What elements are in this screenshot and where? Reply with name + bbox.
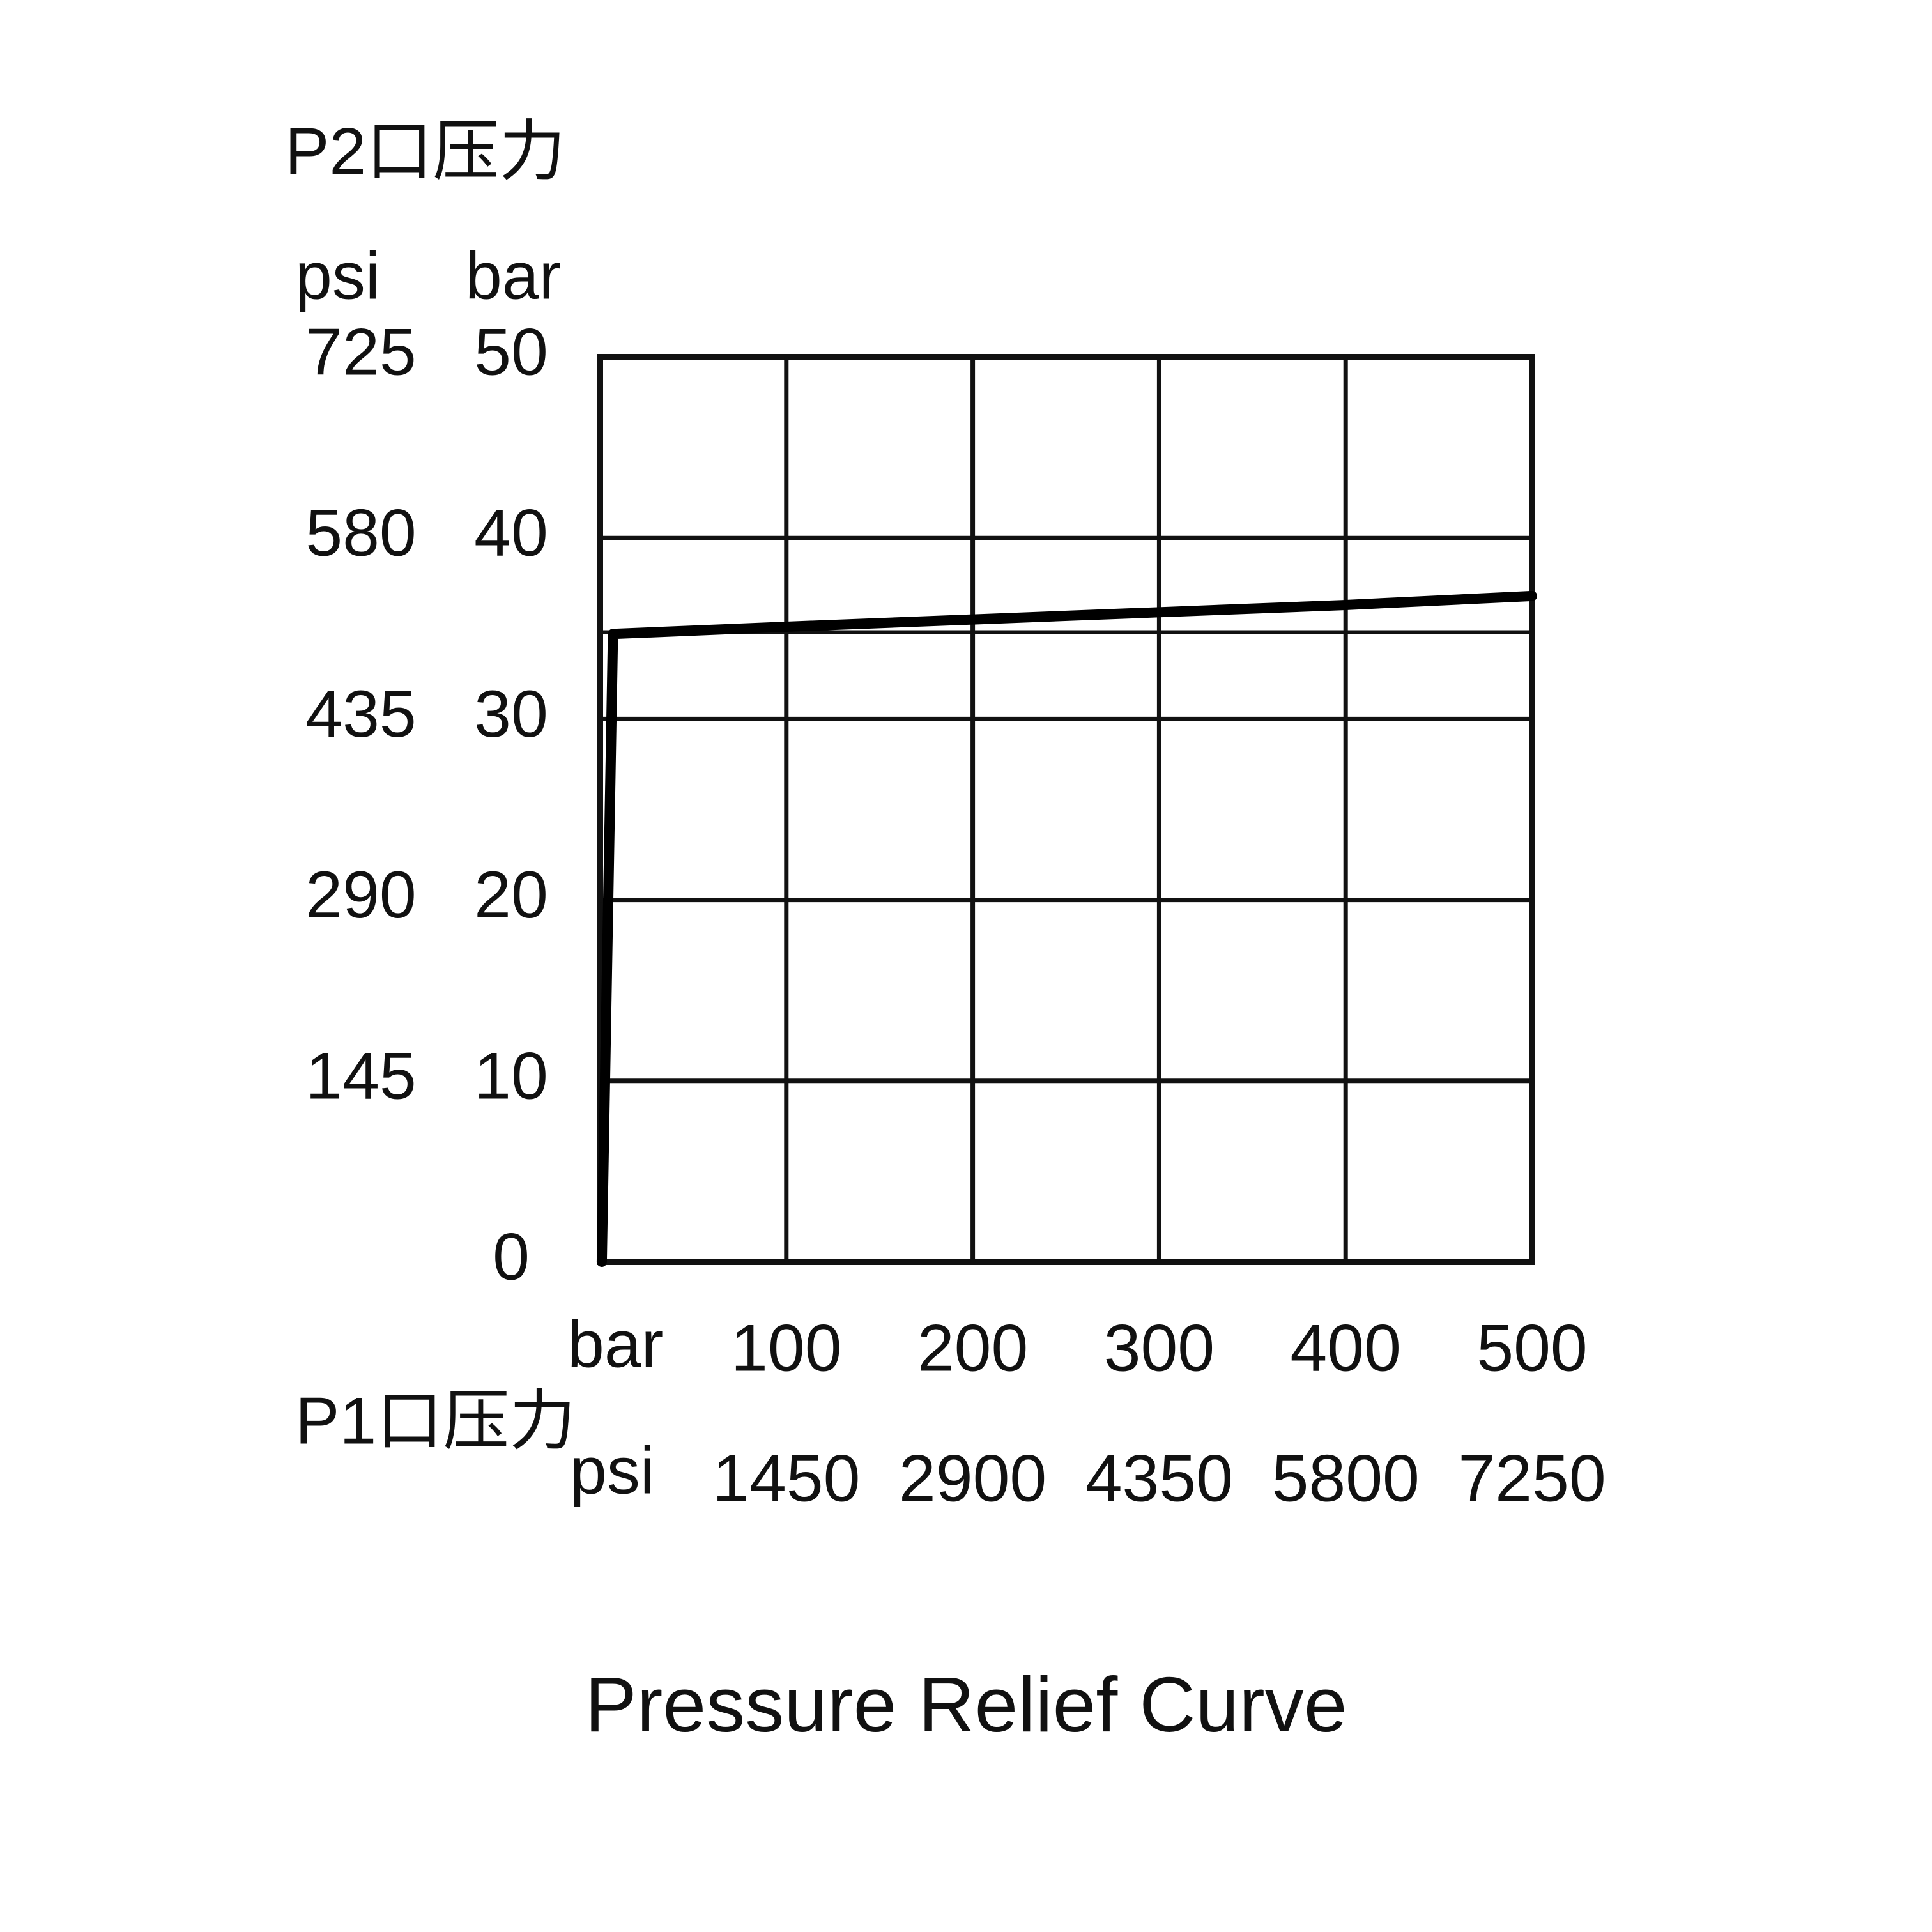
- y2-tick-label: 725: [305, 315, 417, 389]
- x2-tick-label: 7250: [1458, 1441, 1606, 1515]
- y2-unit: psi: [295, 239, 380, 313]
- y2-tick-label: 290: [305, 858, 417, 932]
- y-tick-label: 20: [474, 858, 548, 932]
- x-axis-title: P1口压力: [295, 1384, 576, 1458]
- y-tick-label: 0: [493, 1220, 530, 1294]
- y2-tick-label: 435: [305, 677, 417, 751]
- x2-tick-label: 1450: [712, 1441, 860, 1515]
- x2-unit: psi: [570, 1434, 655, 1508]
- x-unit: bar: [567, 1307, 663, 1381]
- y-axis-title: P2口压力: [285, 114, 565, 188]
- y2-tick-label: 145: [305, 1039, 417, 1113]
- x-tick-label: 400: [1290, 1311, 1401, 1385]
- y2-tick-label: 580: [305, 496, 417, 571]
- x-tick-label: 300: [1104, 1311, 1215, 1385]
- y-tick-label: 30: [474, 677, 548, 751]
- y-tick-label: 50: [474, 315, 548, 389]
- y-tick-label: 10: [474, 1039, 548, 1113]
- y-unit: bar: [465, 239, 561, 313]
- data-line: [596, 590, 1537, 1267]
- x2-tick-label: 4350: [1085, 1441, 1233, 1515]
- y-tick-label: 40: [474, 496, 548, 571]
- x2-tick-label: 5800: [1272, 1441, 1420, 1515]
- x-tick-label: 100: [731, 1311, 842, 1385]
- x-tick-label: 500: [1476, 1311, 1588, 1385]
- chart-title: Pressure Relief Curve: [585, 1661, 1347, 1748]
- x-tick-label: 200: [917, 1311, 1029, 1385]
- x2-tick-label: 2900: [899, 1441, 1046, 1515]
